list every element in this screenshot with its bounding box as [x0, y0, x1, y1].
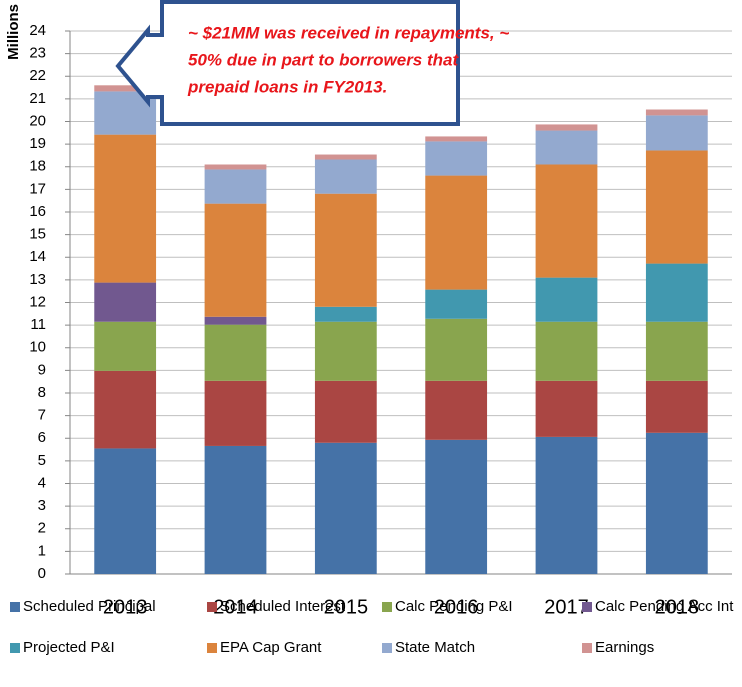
bar-segment [535, 130, 598, 165]
bar-segment [204, 324, 267, 381]
bar-segment [314, 442, 377, 574]
bar-segment [645, 432, 708, 574]
y-tick-label: 14 [29, 248, 46, 265]
y-axis-label: Millions [5, 4, 22, 60]
y-tick-label: 6 [38, 429, 46, 446]
legend-label: Scheduled Interest [220, 598, 346, 615]
y-tick-label: 4 [38, 474, 46, 491]
y-tick-label: 13 [29, 271, 46, 288]
x-tick-label: 2015 [324, 596, 369, 618]
legend-label: Calc Pending Acc Int [595, 598, 734, 615]
y-tick-label: 22 [29, 67, 46, 84]
bar-segment [645, 109, 708, 116]
bar-segment [425, 318, 488, 381]
legend-label: Scheduled Principal [23, 598, 156, 615]
y-tick-label: 1 [38, 542, 46, 559]
legend-swatch [382, 602, 392, 612]
bar-segment [535, 277, 598, 322]
bar-segment [204, 316, 267, 325]
bar-segment [314, 154, 377, 160]
bar-segment [314, 193, 377, 307]
x-tick-label: 2016 [434, 596, 479, 618]
y-tick-label: 2 [38, 520, 46, 537]
bar-segment [314, 321, 377, 381]
x-tick-label: 2018 [655, 596, 700, 618]
callout [115, 0, 460, 126]
legend-swatch [382, 643, 392, 653]
y-tick-label: 0 [38, 565, 46, 582]
y-tick-label: 10 [29, 339, 46, 356]
y-tick-label: 16 [29, 203, 46, 220]
bar-segment [425, 380, 488, 440]
legend-swatch [582, 602, 592, 612]
legend-swatch [207, 643, 217, 653]
bar-segment [204, 169, 267, 204]
bar-segment [535, 436, 598, 574]
y-tick-label: 18 [29, 158, 46, 175]
legend-label: State Match [395, 639, 475, 656]
bar-segment [314, 380, 377, 443]
bar-segment [535, 164, 598, 278]
bar-segment [94, 370, 157, 449]
annotation-text: ~ $21MM was received in repayments, ~ [188, 23, 509, 42]
legend-swatch [10, 602, 20, 612]
bar-segment [204, 164, 267, 170]
bar-segment [94, 134, 157, 283]
bar-segment [645, 150, 708, 264]
bar-segment [425, 136, 488, 142]
y-tick-label: 7 [38, 407, 46, 424]
bar-segment [645, 115, 708, 151]
y-tick-label: 23 [29, 45, 46, 62]
bar-segment [535, 124, 598, 131]
bar-segment [535, 380, 598, 437]
y-tick-label: 20 [29, 112, 46, 129]
bar-segment [645, 321, 708, 381]
y-tick-label: 8 [38, 384, 46, 401]
bar-segment [94, 321, 157, 371]
bar-segment [425, 175, 488, 290]
legend-label: EPA Cap Grant [220, 639, 322, 656]
bar-segment [204, 445, 267, 574]
bar-segment [94, 282, 157, 322]
bar-segment [314, 306, 377, 322]
y-tick-label: 3 [38, 497, 46, 514]
bar-segment [645, 263, 708, 322]
annotation-text: 50% due in part to borrowers that [188, 50, 459, 69]
x-tick-label: 2017 [544, 596, 589, 618]
y-tick-label: 21 [29, 90, 46, 107]
y-tick-label: 19 [29, 135, 46, 152]
legend-label: Earnings [595, 639, 654, 656]
bar-segment [535, 321, 598, 381]
y-tick-label: 5 [38, 452, 46, 469]
y-tick-label: 15 [29, 226, 46, 243]
legend-swatch [10, 643, 20, 653]
bar-segment [425, 289, 488, 319]
y-tick-label: 11 [30, 316, 46, 333]
y-tick-label: 9 [38, 361, 46, 378]
legend-label: Calc Pending P&I [395, 598, 513, 615]
x-tick-label: 2014 [213, 596, 258, 618]
legend-label: Projected P&I [23, 639, 115, 656]
y-tick-label: 24 [29, 22, 46, 39]
y-tick-label: 17 [29, 180, 46, 197]
legend-swatch [582, 643, 592, 653]
bar-segment [204, 203, 267, 317]
bar-segment [94, 85, 157, 92]
bar-segment [94, 448, 157, 574]
bar-segment [314, 159, 377, 194]
legend-swatch [207, 602, 217, 612]
x-tick-label: 2013 [103, 596, 148, 618]
annotation-text: prepaid loans in FY2013. [187, 77, 387, 96]
bar-segment [425, 141, 488, 176]
y-tick-label: 12 [29, 293, 46, 310]
bar-segment [204, 380, 267, 446]
bar-segment [425, 439, 488, 574]
bar-segment [645, 380, 708, 433]
